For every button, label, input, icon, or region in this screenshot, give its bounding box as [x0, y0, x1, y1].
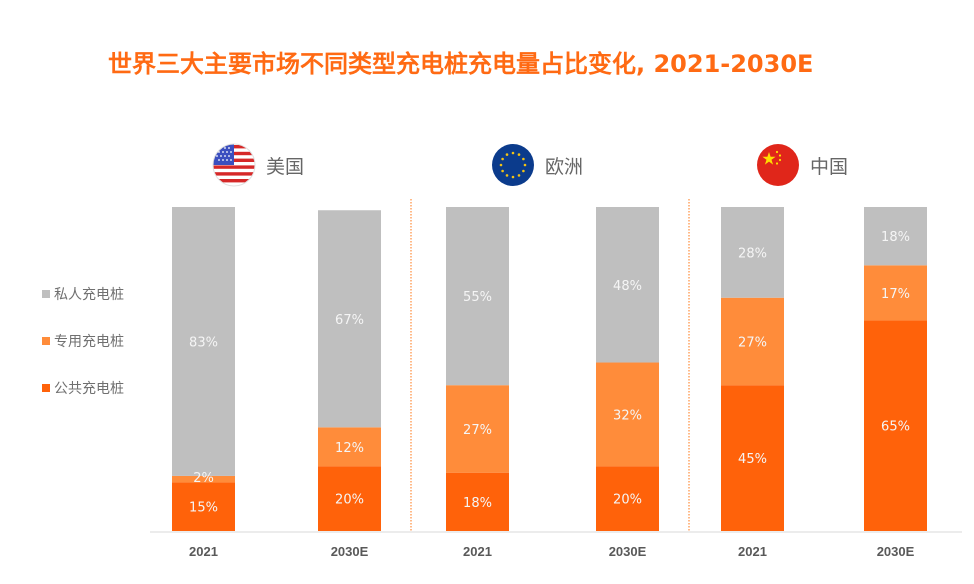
cn-flag-icon — [757, 144, 799, 186]
data-label-public: 20% — [613, 493, 642, 508]
bar-segment-private — [172, 207, 235, 476]
bar-segment-private — [446, 207, 509, 386]
bar-segment-private — [721, 207, 784, 298]
data-label-public: 65% — [881, 420, 910, 435]
us-flag-icon — [212, 143, 256, 187]
data-label-private: 55% — [463, 290, 492, 305]
bar-segment-public — [446, 472, 509, 531]
region-name-us: 美国 — [266, 155, 305, 178]
legend-label-public: 公共充电桩 — [54, 381, 124, 397]
bar-segment-dedicated — [721, 297, 784, 386]
bar-segment-dedicated — [318, 427, 381, 467]
bar-segment-private — [318, 210, 381, 428]
x-tick-label: 2021 — [463, 544, 492, 559]
data-label-public: 20% — [335, 493, 364, 508]
legend-swatch-dedicated — [42, 337, 50, 345]
eu-flag-icon — [492, 144, 534, 186]
bar-segment-public — [318, 466, 381, 531]
bar-segment-dedicated — [596, 362, 659, 467]
data-label-private: 67% — [335, 313, 364, 328]
legend-label-dedicated: 专用充电桩 — [54, 334, 124, 350]
x-tick-label: 2021 — [189, 544, 218, 559]
region-name-cn: 中国 — [810, 155, 849, 178]
data-label-dedicated: 2% — [193, 471, 214, 486]
x-tick-label: 2021 — [738, 544, 767, 559]
legend-label-private: 私人充电桩 — [54, 287, 124, 303]
bar-segment-private — [596, 207, 659, 363]
bar-segment-dedicated — [864, 265, 927, 321]
legend-swatch-public — [42, 384, 50, 392]
legend-item-private: 私人充电桩 — [42, 284, 124, 304]
chart-title: 世界三大主要市场不同类型充电桩充电量占比变化, 2021-2030E — [108, 50, 814, 78]
bar-segment-public — [596, 466, 659, 531]
data-label-dedicated: 27% — [463, 423, 492, 438]
region-header-eu: 欧洲 — [491, 142, 583, 188]
x-tick-label: 2030E — [331, 544, 369, 559]
region-header-cn: 中国 — [756, 142, 848, 188]
bar-segment-public — [172, 482, 235, 531]
legend-item-dedicated: 专用充电桩 — [42, 331, 124, 351]
data-label-private: 83% — [189, 335, 218, 350]
region-header-us: 美国 — [212, 142, 304, 188]
data-label-dedicated: 27% — [738, 335, 767, 350]
data-label-private: 28% — [738, 246, 767, 261]
bar-segment-dedicated — [172, 475, 235, 483]
bar-segment-public — [864, 320, 927, 531]
data-label-dedicated: 17% — [881, 287, 910, 302]
x-tick-label: 2030E — [877, 544, 915, 559]
data-label-dedicated: 32% — [613, 408, 642, 423]
bar-segment-private — [864, 207, 927, 266]
legend-swatch-private — [42, 290, 50, 298]
data-label-public: 18% — [463, 496, 492, 511]
data-label-private: 48% — [613, 279, 642, 294]
data-label-dedicated: 12% — [335, 441, 364, 456]
legend-item-public: 公共充电桩 — [42, 378, 124, 398]
data-label-public: 15% — [189, 501, 218, 516]
bar-segment-public — [721, 385, 784, 531]
data-label-public: 45% — [738, 452, 767, 467]
x-tick-label: 2030E — [609, 544, 647, 559]
region-name-eu: 欧洲 — [545, 155, 584, 178]
data-label-private: 18% — [881, 230, 910, 245]
bar-segment-dedicated — [446, 385, 509, 473]
